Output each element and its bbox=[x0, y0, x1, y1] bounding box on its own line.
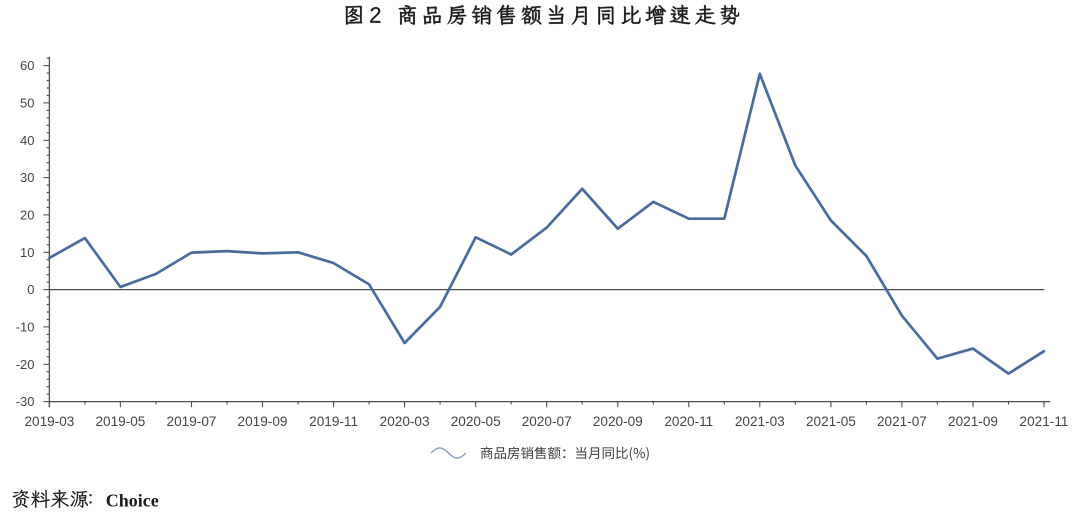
svg-text:2021-09: 2021-09 bbox=[948, 414, 998, 429]
svg-text:30: 30 bbox=[20, 170, 34, 185]
svg-text:2019-11: 2019-11 bbox=[309, 414, 358, 429]
svg-text:2020-11: 2020-11 bbox=[664, 414, 713, 429]
svg-text:-20: -20 bbox=[16, 357, 35, 372]
svg-text:2019-09: 2019-09 bbox=[238, 414, 288, 429]
svg-text:2021-05: 2021-05 bbox=[806, 414, 856, 429]
svg-text:-10: -10 bbox=[16, 320, 35, 335]
svg-text:50: 50 bbox=[20, 96, 34, 111]
svg-text:60: 60 bbox=[20, 58, 34, 73]
svg-text:2019-03: 2019-03 bbox=[24, 414, 74, 429]
svg-text:20: 20 bbox=[20, 208, 34, 223]
svg-text:10: 10 bbox=[20, 245, 34, 260]
svg-text:2020-09: 2020-09 bbox=[593, 414, 643, 429]
svg-text:2020-07: 2020-07 bbox=[522, 414, 572, 429]
svg-text:0: 0 bbox=[27, 282, 34, 297]
svg-text:2019-05: 2019-05 bbox=[95, 414, 145, 429]
svg-text:2019-07: 2019-07 bbox=[167, 414, 217, 429]
svg-text:Choice: Choice bbox=[106, 490, 159, 510]
svg-text:2020-03: 2020-03 bbox=[380, 414, 430, 429]
svg-text:2021-11: 2021-11 bbox=[1020, 414, 1069, 429]
svg-text:40: 40 bbox=[20, 133, 34, 148]
svg-text:2020-05: 2020-05 bbox=[451, 414, 501, 429]
svg-text:2021-07: 2021-07 bbox=[877, 414, 927, 429]
svg-text:-30: -30 bbox=[16, 394, 35, 409]
svg-text:2021-03: 2021-03 bbox=[735, 414, 785, 429]
